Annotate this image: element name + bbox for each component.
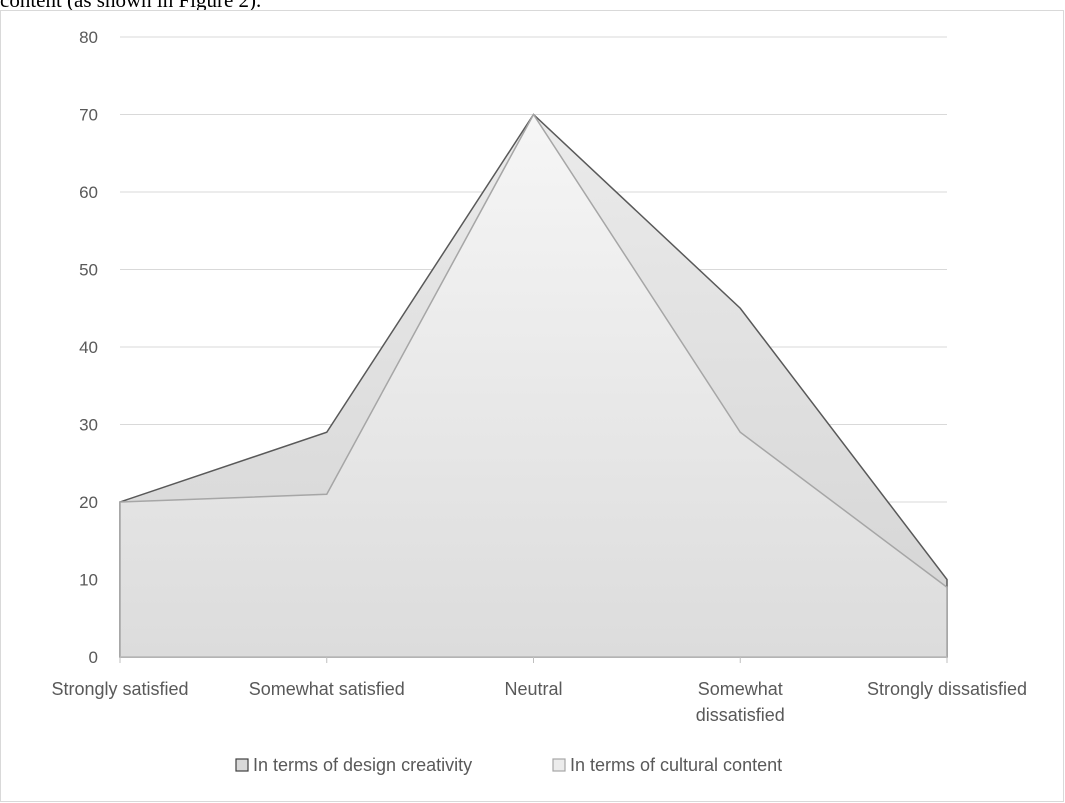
y-tick-label: 60 xyxy=(79,183,98,202)
x-tick-label: Somewhat satisfied xyxy=(249,679,405,699)
x-axis xyxy=(119,656,948,663)
x-tick-label: Neutral xyxy=(504,679,562,699)
x-tick-label: Strongly dissatisfied xyxy=(867,679,1027,699)
legend-label: In terms of design creativity xyxy=(253,755,472,775)
area-series-2 xyxy=(119,113,948,658)
page-top-text: content (as shown in Figure 2). xyxy=(0,0,262,12)
x-tick-label: dissatisfied xyxy=(696,705,785,725)
y-tick-label: 30 xyxy=(79,416,98,435)
y-tick-label: 0 xyxy=(89,648,98,667)
x-axis-ticks: Strongly satisfied Somewhat satisfied Neut… xyxy=(51,679,1027,725)
y-tick-label: 20 xyxy=(79,493,98,512)
y-tick-label: 40 xyxy=(79,338,98,357)
y-tick-label: 70 xyxy=(79,106,98,125)
y-axis-ticks: 0 10 20 30 40 50 60 70 80 xyxy=(79,28,98,667)
x-tick-label: Somewhat xyxy=(698,679,783,699)
legend-swatch xyxy=(552,758,566,772)
y-tick-label: 10 xyxy=(79,571,98,590)
x-tick-label: Strongly satisfied xyxy=(51,679,188,699)
y-tick-label: 50 xyxy=(79,261,98,280)
legend: In terms of design creativity In terms of… xyxy=(235,755,782,775)
legend-label: In terms of cultural content xyxy=(570,755,782,775)
series-areas xyxy=(119,113,948,658)
legend-swatch xyxy=(235,758,249,772)
y-tick-label: 80 xyxy=(79,28,98,47)
